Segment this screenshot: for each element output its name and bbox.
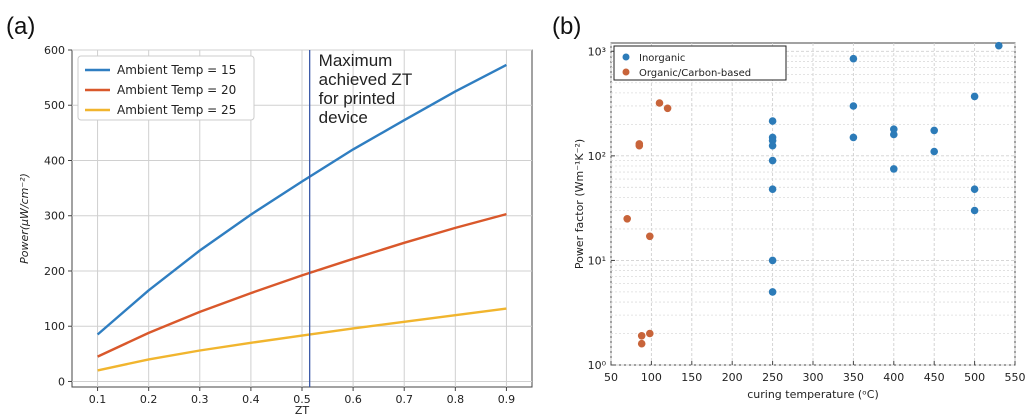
chart-a-x-ticks: 0.1 0.2 0.3 0.4 0.5 0.6 0.7 0.8 0.9 (89, 387, 515, 406)
inorganic-point (970, 206, 979, 215)
chart-a-x-tick-label: 0.4 (242, 393, 260, 406)
inorganic-point (890, 130, 898, 139)
chart-a-y-tick-label: 400 (44, 154, 65, 167)
inorganic-point (768, 256, 777, 265)
organic-point (646, 232, 654, 241)
chart-a-legend: Ambient Temp = 15 Ambient Temp = 20 Ambien… (77, 55, 255, 121)
chart-b-x-tick-label: 550 (1005, 371, 1026, 384)
panel-b-label: (b) (552, 13, 581, 40)
chart-a-y-tick-label: 0 (58, 375, 65, 388)
chart-a-x-tick-label: 0.3 (191, 393, 209, 406)
chart-b-legend-label: Organic/Carbon-based (639, 68, 751, 79)
panel-a-label: (a) (6, 13, 35, 40)
chart-b-legend-box (613, 45, 787, 81)
chart-b-x-ticks: 50 100 150 200 250 300 350 400 450 500 550 (604, 361, 1026, 384)
annotation-line: Maximum (319, 51, 393, 70)
organic-point (646, 329, 654, 338)
chart-b-y-tick-label: 10⁰ (588, 359, 607, 372)
inorganic-point (849, 133, 858, 142)
chart-b-x-tick-label: 200 (722, 371, 743, 384)
organic-point (637, 339, 646, 348)
organic-point (637, 332, 646, 340)
chart-b-y-tick-label: 10² (588, 150, 606, 163)
chart-b-x-tick-label: 450 (924, 371, 945, 384)
inorganic-point (768, 141, 777, 150)
chart-a-x-tick-label: 0.2 (140, 393, 158, 406)
chart-b-x-tick-label: 50 (604, 371, 618, 384)
annotation-line: achieved ZT (319, 70, 413, 89)
chart-b-y-axis-label: Power factor (Wm⁻¹K⁻²) (573, 139, 586, 269)
annotation-line: for printed (319, 89, 396, 108)
panel-a: (a) 0.1 0.2 0.3 0.4 0.5 0.6 0.7 0.8 0.9 0 100 200 3… (6, 13, 533, 417)
chart-b-points (623, 41, 1003, 348)
chart-a-y-tick-label: 100 (44, 320, 65, 333)
inorganic-point (768, 288, 777, 296)
inorganic-point (970, 92, 979, 101)
inorganic-point (849, 102, 858, 110)
chart-b-legend: Inorganic Organic/Carbon-based (613, 45, 787, 81)
chart-a-series-line-2 (97, 212, 507, 358)
inorganic-point (768, 117, 777, 125)
chart-b-x-tick-label: 350 (843, 371, 864, 384)
chart-a-legend-label: Ambient Temp = 15 (117, 63, 236, 77)
chart-a-x-tick-label: 0.6 (344, 393, 362, 406)
chart-b-x-tick-label: 250 (762, 371, 783, 384)
chart-b-y-ticks: 10⁰ 10¹ 10² 10³ (588, 45, 615, 372)
chart-a-y-ticks: 0 100 200 300 400 500 600 (44, 44, 72, 388)
chart-a-x-tick-label: 0.9 (498, 393, 516, 406)
organic-point (635, 141, 644, 150)
inorganic-point (970, 185, 979, 193)
inorganic-point (768, 156, 777, 165)
organic-point (623, 215, 631, 223)
chart-a-y-axis-label: Power(μW/cm⁻²) (18, 173, 31, 264)
inorganic-point (849, 54, 858, 63)
chart-a-x-tick-label: 0.1 (89, 393, 107, 406)
chart-a-y-tick-label: 300 (44, 210, 65, 223)
organic-point (655, 99, 664, 107)
chart-a-series-line-1 (96, 63, 507, 336)
inorganic-point (930, 147, 938, 156)
chart-a-x-axis-label: ZT (295, 404, 310, 417)
chart-a-gridlines (72, 49, 532, 387)
chart-a-x-tick-label: 0.7 (395, 393, 413, 406)
inorganic-point (768, 185, 777, 193)
chart-a-y-tick-label: 600 (44, 44, 65, 57)
chart-a-legend-label: Ambient Temp = 20 (117, 83, 236, 97)
max-zt-annotation: Maximum achieved ZT for printed device (319, 51, 413, 127)
organic-point (663, 104, 672, 113)
annotation-line: device (319, 108, 368, 127)
chart-b-legend-marker (622, 68, 630, 76)
chart-b-x-tick-label: 500 (964, 371, 985, 384)
inorganic-point (890, 125, 898, 133)
chart-a-series-line-3 (97, 307, 507, 372)
chart-a-y-tick-label: 200 (44, 265, 65, 278)
chart-a-legend-box (77, 55, 255, 121)
chart-b-legend-label: Inorganic (639, 53, 685, 64)
chart-a-series (96, 63, 507, 372)
inorganic-point (930, 126, 938, 135)
chart-b-y-tick-label: 10³ (588, 45, 606, 58)
chart-a-legend-label: Ambient Temp = 25 (117, 103, 236, 117)
chart-b-x-tick-label: 300 (803, 371, 824, 384)
chart-b-y-tick-label: 10¹ (588, 254, 606, 267)
chart-b-gridlines (610, 43, 1016, 366)
chart-b-legend-marker (622, 53, 630, 61)
chart-a-x-tick-label: 0.5 (293, 393, 311, 406)
inorganic-point (995, 41, 1003, 50)
panel-b: (b) 50 100 150 200 250 300 350 400 450 500 550 10⁰… (552, 13, 1026, 401)
chart-a-y-tick-label: 500 (44, 99, 65, 112)
inorganic-point (890, 165, 898, 173)
chart-b-x-tick-label: 400 (883, 371, 904, 384)
chart-a-x-tick-label: 0.8 (447, 393, 465, 406)
chart-b-x-tick-label: 100 (641, 371, 662, 384)
chart-b-x-axis-label: curing temperature (ᵒC) (747, 388, 879, 401)
chart-b-x-tick-label: 150 (681, 371, 702, 384)
